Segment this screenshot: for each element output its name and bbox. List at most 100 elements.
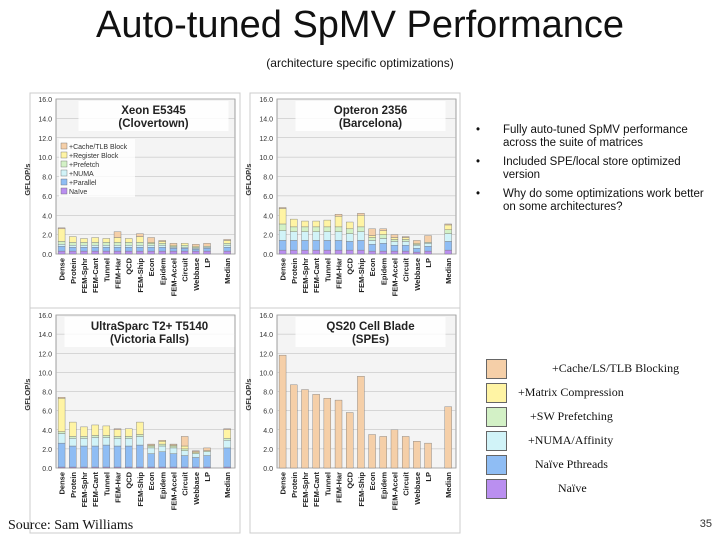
bar-segment [180,448,189,451]
x-tick-label: LP [424,258,433,268]
bar-segment [301,240,309,251]
legend-item: +NUMA/Affinity [480,429,700,453]
bar-segment [57,246,66,252]
y-tick-label: 10.0 [38,370,52,377]
legend-label: Naïve [558,481,587,495]
bar-segment [91,237,99,243]
chart-subtitle: (Clovertown) [118,118,188,130]
x-tick-label: Protein [69,472,78,498]
bar-segment [346,241,354,251]
bar-segment [147,245,155,248]
bar-segment [323,226,332,232]
bar-segment [113,242,122,246]
bar-segment [147,237,155,243]
legend-item: +Matrix Compression [480,381,700,405]
bar-segment [413,247,421,253]
bar-segment [69,438,77,447]
bar-segment [80,438,88,447]
bar-segment [290,384,298,469]
x-tick-label: FEM-Har [335,258,344,289]
chart-legend-swatch [60,178,68,186]
bar-segment [379,228,387,231]
y-tick-label: 14.0 [259,116,273,123]
bar-segment [203,250,211,255]
bar-segment [357,226,365,232]
bar-segment [91,247,99,252]
bar-segment [80,436,88,439]
bar-segment [312,226,320,232]
bar-segment [102,242,111,246]
chart-legend-label: +Cache/TLB Block [69,144,128,151]
bar-segment [169,243,178,246]
chart-legend-swatch [60,169,68,177]
legend-item: +Cache/LS/TLB Blocking [480,357,700,381]
x-tick-label: Circuit [181,258,190,282]
bar-segment [147,447,155,454]
bar-segment [203,447,211,451]
slide-title: Auto-tuned SpMV Performance [95,4,625,46]
x-tick-label: Tunnel [323,472,332,496]
chart-4: 0.0 2.0 4.0 6.0 8.0 10.0 12.0 14.0 16.0 GFLOP/s De… [244,307,461,534]
bar-segment [158,440,166,442]
bar-segment [147,443,155,446]
bar-segment [379,250,387,255]
bar-segment [357,213,365,216]
bar-segment [368,434,376,469]
bar-segment [413,240,421,244]
bar-segment [80,238,88,243]
legend-swatch [486,383,507,403]
y-tick-label: 0.0 [263,252,273,259]
x-tick-label: Dense [279,472,288,495]
x-tick-label: Circuit [181,472,190,496]
bar-segment [136,421,144,435]
y-tick-label: 8.0 [42,175,52,182]
bar-segment [113,428,122,430]
chart-3: 0.0 2.0 4.0 6.0 8.0 10.0 12.0 14.0 16.0 GFLOP/s De… [23,307,241,534]
bar-segment [223,438,231,441]
bar-segment [158,443,166,447]
bar-segment [180,247,189,252]
x-tick-label: QCD [346,257,355,274]
bar-segment [113,429,122,437]
bar-segment [401,236,410,238]
bar-segment [424,243,432,247]
chart-title: UltraSparc T2+ T5140 [91,321,208,333]
bar-segment [368,240,376,245]
slide-subtitle: (architecture specific optimizations) [266,56,454,70]
bar-segment [158,445,166,452]
y-tick-label: 4.0 [42,428,52,435]
bullet-item: Fully auto-tuned SpMV performance across… [476,124,708,150]
bar-segment [80,242,88,246]
bar-segment [424,250,432,255]
x-tick-label: Webbase [192,258,201,291]
y-tick-label: 16.0 [38,97,52,104]
bar-segment [444,223,452,226]
chart-legend-swatch [60,160,68,168]
title-box [64,317,235,347]
bar-segment [80,247,88,252]
bar-segment [80,445,88,468]
bar-segment [136,233,144,237]
legend-label: +NUMA/Affinity [528,433,614,447]
bar-segment [334,249,343,255]
bar-segment [80,245,88,248]
y-tick-label: 10.0 [259,155,273,162]
bar-segment [57,442,66,468]
bar-segment [346,228,354,234]
bar-segment [290,249,298,255]
bullet-item: Why do some optimizations work better on… [476,188,708,214]
x-tick-label: Epidem [158,472,167,499]
x-tick-label: Circuit [402,258,411,282]
bar-segment [169,443,178,446]
bar-segment [413,245,421,249]
legend-item: Naïve Pthreads [480,453,700,477]
bar-segment [192,453,200,458]
x-tick-label: FEM-Cant [91,258,100,293]
bar-segment [57,397,66,432]
bar-segment [57,228,66,242]
bar-segment [379,436,387,469]
chart-1: 0.0 2.0 4.0 6.0 8.0 10.0 12.0 14.0 16.0 GFLOP/s De… [23,92,241,324]
bar-segment [125,436,133,439]
y-tick-label: 14.0 [38,116,52,123]
bar-segment [223,239,231,241]
